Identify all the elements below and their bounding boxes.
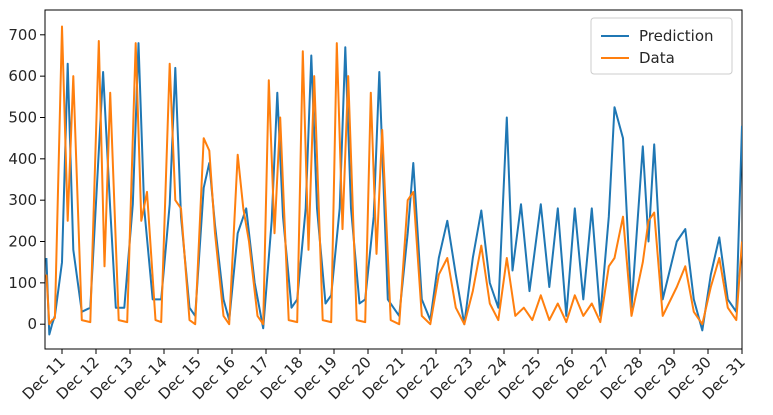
series-group bbox=[45, 25, 742, 336]
y-tick-label: 300 bbox=[8, 191, 37, 209]
y-axis: 0 100 200 300 400 500 600 700 bbox=[8, 26, 45, 333]
series-line-data bbox=[45, 25, 742, 326]
series-line-prediction bbox=[45, 42, 742, 336]
y-tick-label: 0 bbox=[27, 315, 37, 333]
y-tick-label: 400 bbox=[8, 150, 37, 168]
legend-box bbox=[590, 17, 733, 75]
legend-label: Data bbox=[639, 49, 675, 67]
y-tick-label: 500 bbox=[8, 108, 37, 126]
y-tick-label: 700 bbox=[8, 26, 37, 44]
legend: Prediction Data bbox=[590, 17, 733, 75]
y-tick-label: 200 bbox=[8, 233, 37, 251]
y-tick-label: 600 bbox=[8, 67, 37, 85]
y-tick-label: 100 bbox=[8, 274, 37, 292]
legend-label: Prediction bbox=[639, 27, 714, 45]
